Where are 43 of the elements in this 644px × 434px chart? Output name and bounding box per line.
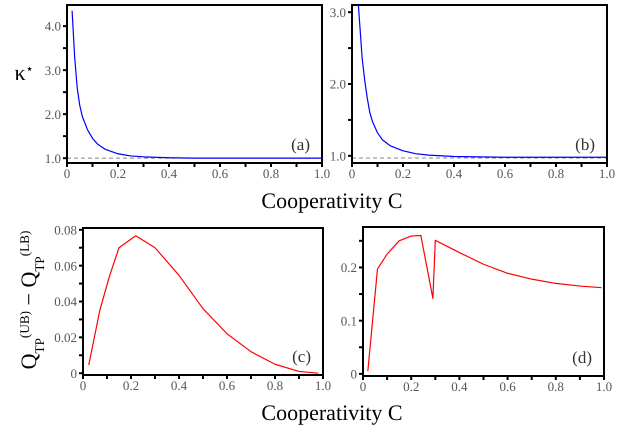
x-tick-label: 0.8: [548, 166, 564, 182]
x-tick-label: 1.0: [314, 166, 330, 182]
y-tick-label: 2.0: [44, 106, 61, 122]
x-tick-label: 0.6: [212, 166, 229, 182]
annotation: (a): [291, 135, 310, 155]
x-tick-label: 0.6: [499, 379, 516, 394]
y-tick-label: 0.06: [54, 258, 78, 274]
x-tick-label: 0.4: [446, 166, 463, 182]
annotation: (b): [575, 135, 595, 155]
x-tick-label: 0.4: [451, 379, 468, 394]
y-tick-label: 0: [350, 366, 357, 382]
x-tick-label: 0.2: [110, 166, 126, 182]
y-tick-label: 0: [70, 366, 77, 381]
x-tick-label: 0.8: [266, 378, 284, 394]
y-axis-title: κ$^{⋆}$: [14, 60, 34, 85]
y-tick-label: 0.2: [340, 260, 357, 276]
x-tick-label: 1.0: [596, 379, 612, 394]
y-tick-label: 3.0: [44, 62, 61, 78]
x-axis-title: Cooperativity C: [261, 188, 403, 213]
y-tick-label: 4.0: [44, 18, 61, 34]
y-tick-label: 1.0: [44, 150, 61, 166]
x-tick-label: 0.4: [170, 378, 188, 394]
x-tick-label: 0.4: [160, 166, 178, 182]
y-tick-label: 0.04: [54, 294, 78, 310]
x-tick-label: 1.0: [314, 378, 332, 394]
x-tick-label: 0: [360, 379, 366, 394]
x-tick-label: 0.8: [262, 166, 280, 182]
y-tick-label: 0.08: [54, 222, 77, 238]
x-tick-label: 1.0: [598, 166, 616, 182]
x-tick-label: 0.8: [548, 379, 564, 394]
x-tick-label: 0.6: [496, 166, 514, 182]
x-tick-label: 0.6: [218, 378, 236, 394]
y-tick-label: 0.1: [340, 313, 357, 328]
annotation: (c): [292, 347, 311, 367]
y-tick-label: 0.02: [54, 330, 77, 345]
x-axis-title: Cooperativity C: [261, 400, 403, 425]
y-tick-label: 3.0: [330, 4, 346, 20]
y-tick-label: 1.0: [330, 148, 346, 164]
y-tick-label: 2.0: [330, 76, 346, 92]
annotation: (d): [572, 348, 592, 368]
x-tick-label: 0.2: [403, 379, 420, 394]
x-tick-label: 0.2: [122, 378, 140, 394]
x-tick-label: 0.2: [394, 166, 412, 182]
